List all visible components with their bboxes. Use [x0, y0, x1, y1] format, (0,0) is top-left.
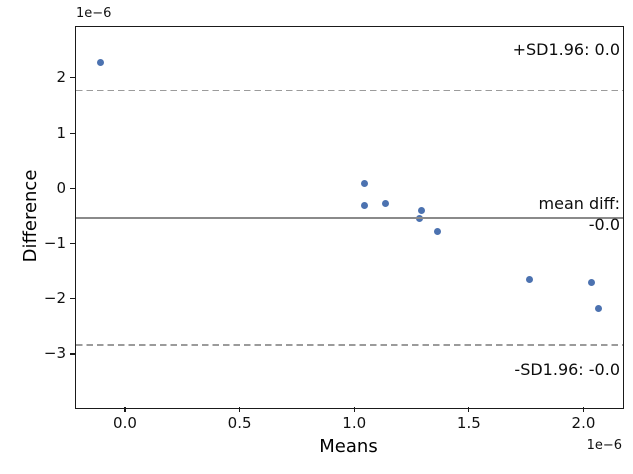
- x-axis-offset-label: 1e−6: [586, 438, 622, 453]
- mean-diff-annotation-label: mean diff:: [538, 194, 620, 213]
- x-tick-label: 1.5: [456, 414, 481, 432]
- scatter-point: [381, 199, 389, 207]
- y-tick-mark: [70, 77, 75, 79]
- x-tick-mark: [582, 407, 585, 412]
- y-tick-label: 1: [56, 123, 66, 142]
- scatter-point: [587, 278, 595, 286]
- scatter-point: [97, 59, 105, 67]
- upper-sd-annotation: +SD1.96: 0.0: [512, 40, 620, 59]
- scatter-point: [360, 179, 368, 187]
- plot-area: +SD1.96: 0.0 mean diff: -0.0 -SD1.96: -0…: [75, 26, 624, 409]
- y-axis-label: Difference: [20, 170, 41, 263]
- x-tick-mark: [239, 407, 241, 412]
- x-tick-mark: [124, 407, 126, 412]
- scatter-point: [434, 228, 442, 236]
- y-tick-label: −1: [43, 234, 66, 253]
- lower-limit-line: [76, 344, 623, 346]
- x-tick-label: 2.0: [571, 414, 596, 432]
- y-tick-mark: [70, 132, 75, 134]
- x-tick-mark: [468, 407, 470, 412]
- y-axis-offset-label: 1e−6: [76, 6, 112, 21]
- mean-diff-line: [76, 217, 623, 219]
- x-axis-label: Means: [319, 436, 378, 457]
- lower-sd-annotation: -SD1.96: -0.0: [514, 360, 620, 379]
- y-tick-mark: [70, 298, 75, 300]
- y-tick-mark: [70, 353, 75, 355]
- upper-limit-line: [76, 89, 623, 92]
- y-tick-mark: [70, 242, 75, 245]
- x-tick-label: 0.5: [227, 414, 252, 432]
- scatter-point: [418, 206, 426, 214]
- mean-diff-annotation: mean diff: -0.0: [539, 193, 620, 235]
- mean-diff-annotation-value: -0.0: [588, 215, 620, 234]
- y-tick-mark: [70, 187, 75, 189]
- y-tick-label: 2: [56, 68, 66, 87]
- scatter-point: [594, 304, 602, 312]
- y-tick-label: −3: [43, 344, 66, 363]
- x-tick-label: 0.0: [113, 414, 137, 432]
- x-tick-label: 1.0: [342, 414, 367, 432]
- y-tick-label: 0: [56, 178, 66, 197]
- x-tick-mark: [353, 407, 355, 412]
- y-tick-label: −2: [43, 289, 66, 308]
- scatter-point: [525, 276, 533, 284]
- scatter-point: [360, 202, 368, 210]
